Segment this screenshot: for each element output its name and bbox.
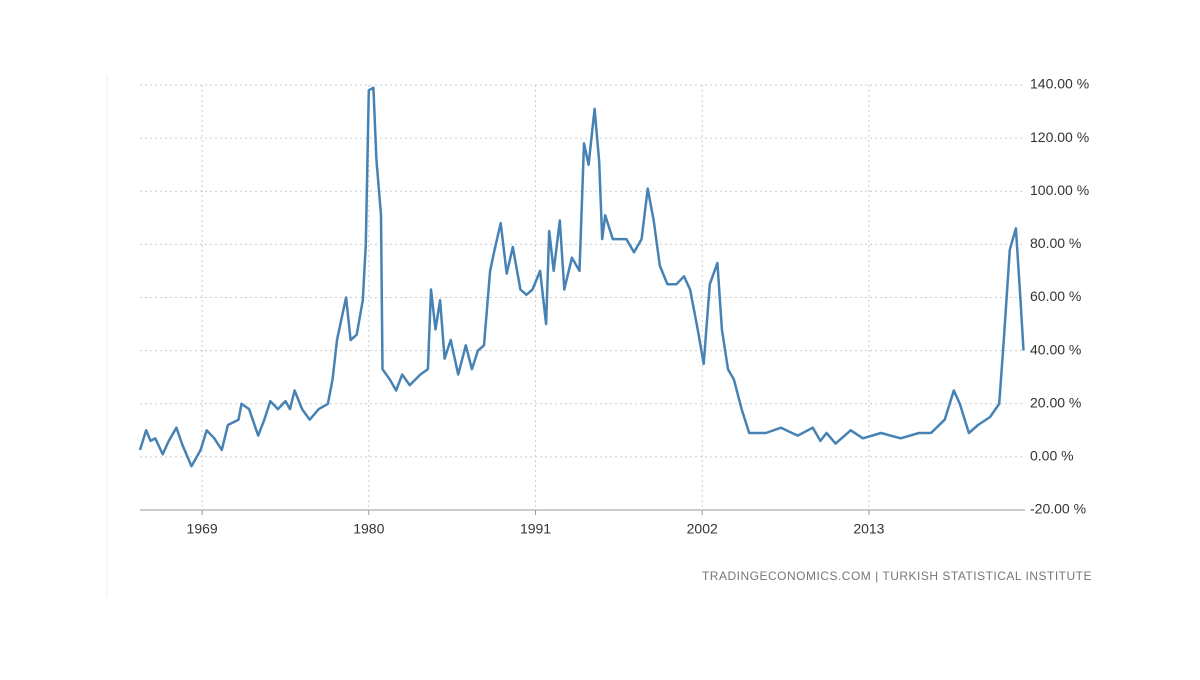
y-tick-label: -20.00 % <box>1030 501 1086 517</box>
data-line <box>138 86 1025 468</box>
source: TRADINGECONOMICS.COM | TURKISH STATISTIC… <box>702 569 1092 583</box>
x-tick-label: 2013 <box>853 521 884 537</box>
y-tick-label: 100.00 % <box>1030 182 1089 198</box>
y-tick-label: 40.00 % <box>1030 341 1081 357</box>
x-tick-label: 2002 <box>687 521 718 537</box>
x-tick-label: 1980 <box>353 521 384 537</box>
y-tick-label: 120.00 % <box>1030 129 1089 145</box>
x-tick-label: 1991 <box>520 521 551 537</box>
x-tick-label: 1969 <box>187 521 218 537</box>
y-tick-label: 80.00 % <box>1030 235 1081 251</box>
y-tick-label: 60.00 % <box>1030 288 1081 304</box>
y-tick-label: 0.00 % <box>1030 448 1074 464</box>
y-tick-label: 20.00 % <box>1030 394 1081 410</box>
y-tick-label: 140.00 % <box>1030 76 1089 92</box>
